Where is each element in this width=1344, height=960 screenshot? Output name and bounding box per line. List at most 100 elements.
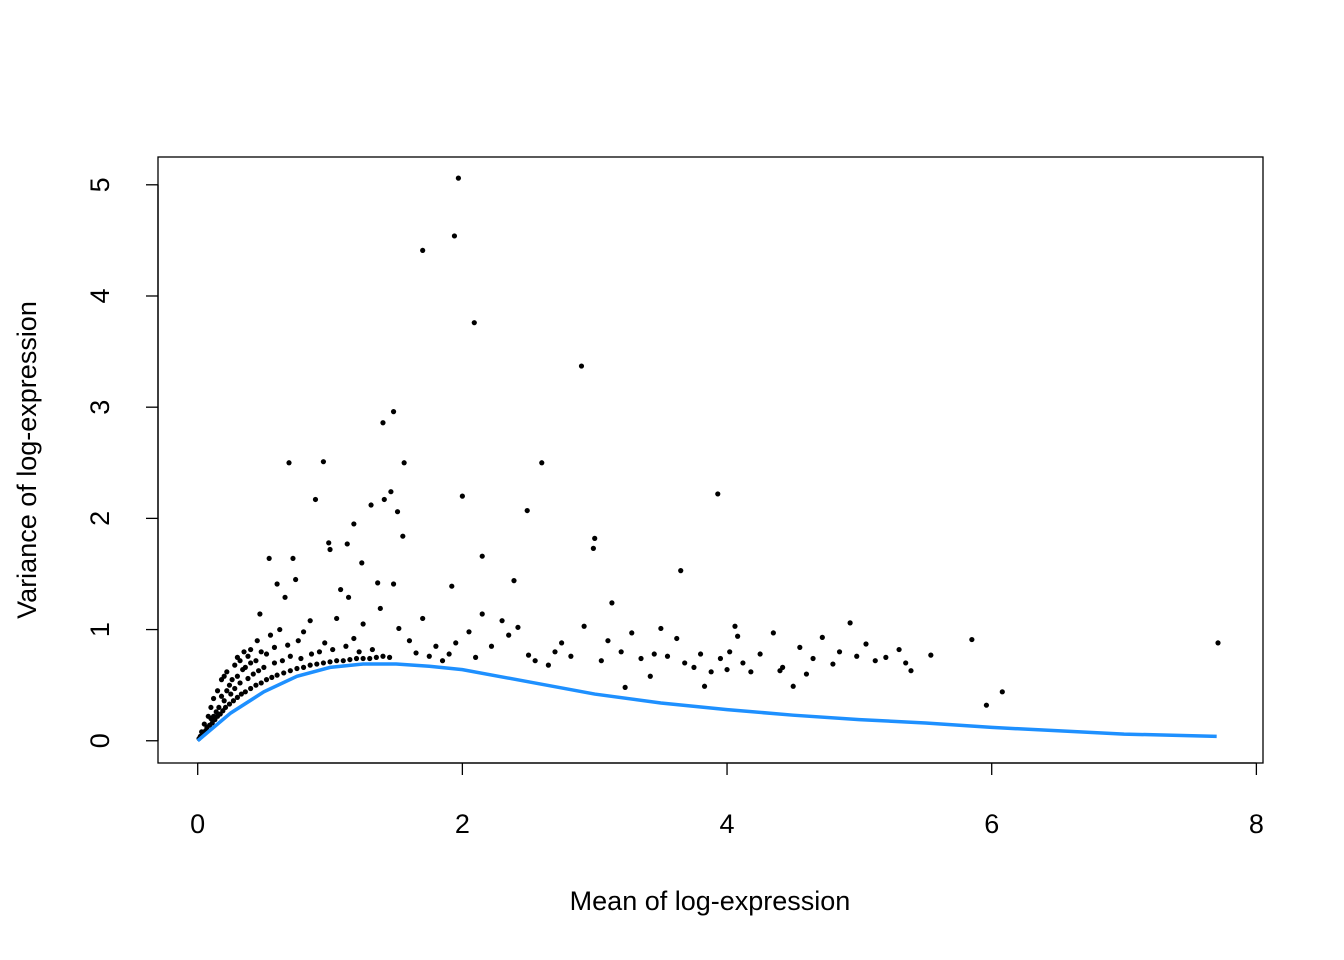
- data-point: [345, 594, 352, 600]
- y-tick-label: 3: [85, 400, 115, 415]
- trend-line: [196, 662, 1217, 743]
- data-point: [488, 643, 495, 649]
- data-point: [803, 671, 810, 677]
- data-point: [854, 653, 860, 659]
- data-point: [420, 615, 426, 622]
- data-point: [353, 655, 360, 662]
- data-point: [281, 670, 287, 676]
- data-point: [293, 576, 299, 583]
- data-point: [872, 658, 878, 664]
- data-point: [896, 646, 902, 653]
- data-point: [232, 685, 238, 692]
- data-point: [230, 698, 237, 704]
- data-point: [459, 493, 465, 499]
- data-point: [343, 643, 349, 649]
- data-point: [373, 654, 379, 660]
- data-point: [629, 630, 635, 636]
- data-point: [381, 496, 387, 503]
- data-point: [999, 689, 1005, 695]
- data-point: [271, 644, 278, 650]
- data-point: [618, 649, 624, 655]
- data-point: [715, 491, 721, 497]
- data-point: [238, 691, 244, 697]
- data-point: [426, 653, 432, 659]
- data-point: [232, 662, 238, 668]
- y-tick-label: 0: [85, 733, 115, 748]
- data-point: [439, 658, 446, 664]
- data-point: [327, 546, 333, 553]
- data-point: [622, 684, 628, 690]
- data-point: [322, 640, 328, 646]
- data-point: [368, 502, 374, 508]
- data-point: [308, 651, 315, 657]
- data-point: [609, 600, 615, 606]
- data-point: [261, 664, 267, 670]
- data-point: [351, 635, 357, 642]
- data-point: [524, 507, 530, 514]
- data-point: [701, 683, 708, 689]
- data-point: [320, 459, 327, 465]
- data-point: [836, 649, 843, 655]
- data-point: [863, 641, 869, 647]
- data-point: [274, 672, 280, 678]
- data-point: [525, 652, 532, 658]
- data-point: [312, 496, 319, 503]
- data-point: [248, 685, 254, 692]
- data-point: [830, 661, 836, 667]
- data-point: [234, 694, 241, 700]
- data-point: [471, 320, 477, 326]
- data-point: [248, 646, 254, 653]
- data-point: [406, 638, 413, 644]
- data-point: [295, 638, 301, 644]
- data-point: [269, 674, 275, 680]
- data-point: [969, 636, 975, 643]
- points-layer: [196, 175, 1221, 742]
- data-point: [717, 655, 724, 662]
- data-point: [983, 702, 990, 708]
- data-point: [903, 660, 909, 666]
- data-point: [258, 680, 264, 686]
- x-axis: 0 2 4 6 8: [190, 762, 1264, 839]
- data-point: [347, 656, 353, 663]
- data-point: [267, 632, 274, 638]
- data-point: [770, 630, 776, 636]
- data-point: [271, 660, 278, 666]
- data-point: [664, 653, 671, 659]
- data-point: [578, 363, 585, 369]
- data-point: [394, 509, 401, 515]
- data-point: [320, 660, 327, 666]
- data-point: [226, 682, 233, 688]
- data-point: [224, 688, 230, 694]
- data-point: [732, 623, 738, 629]
- data-point: [226, 701, 233, 707]
- data-point: [638, 655, 644, 662]
- data-point: [390, 581, 397, 587]
- data-point: [286, 460, 292, 466]
- data-point: [228, 691, 234, 697]
- data-point: [400, 533, 406, 539]
- data-point: [455, 175, 462, 181]
- data-point: [359, 560, 365, 566]
- data-point: [446, 651, 452, 657]
- data-point: [254, 638, 260, 644]
- y-axis-label: Variance of log-expression: [12, 301, 42, 619]
- data-point: [266, 555, 272, 562]
- y-tick-label: 1: [85, 622, 115, 637]
- data-point: [216, 704, 222, 711]
- data-point: [214, 688, 221, 694]
- data-point: [473, 654, 479, 660]
- data-point: [377, 605, 383, 612]
- data-point: [338, 586, 344, 593]
- data-point: [282, 594, 288, 600]
- data-point: [539, 460, 545, 466]
- x-tick-label: 4: [720, 809, 735, 839]
- data-point: [380, 420, 386, 426]
- data-point: [287, 668, 293, 674]
- data-point: [592, 535, 598, 541]
- data-point: [245, 675, 251, 682]
- data-point: [307, 618, 313, 624]
- data-point: [253, 682, 259, 688]
- data-point: [237, 658, 243, 664]
- data-point: [697, 651, 704, 657]
